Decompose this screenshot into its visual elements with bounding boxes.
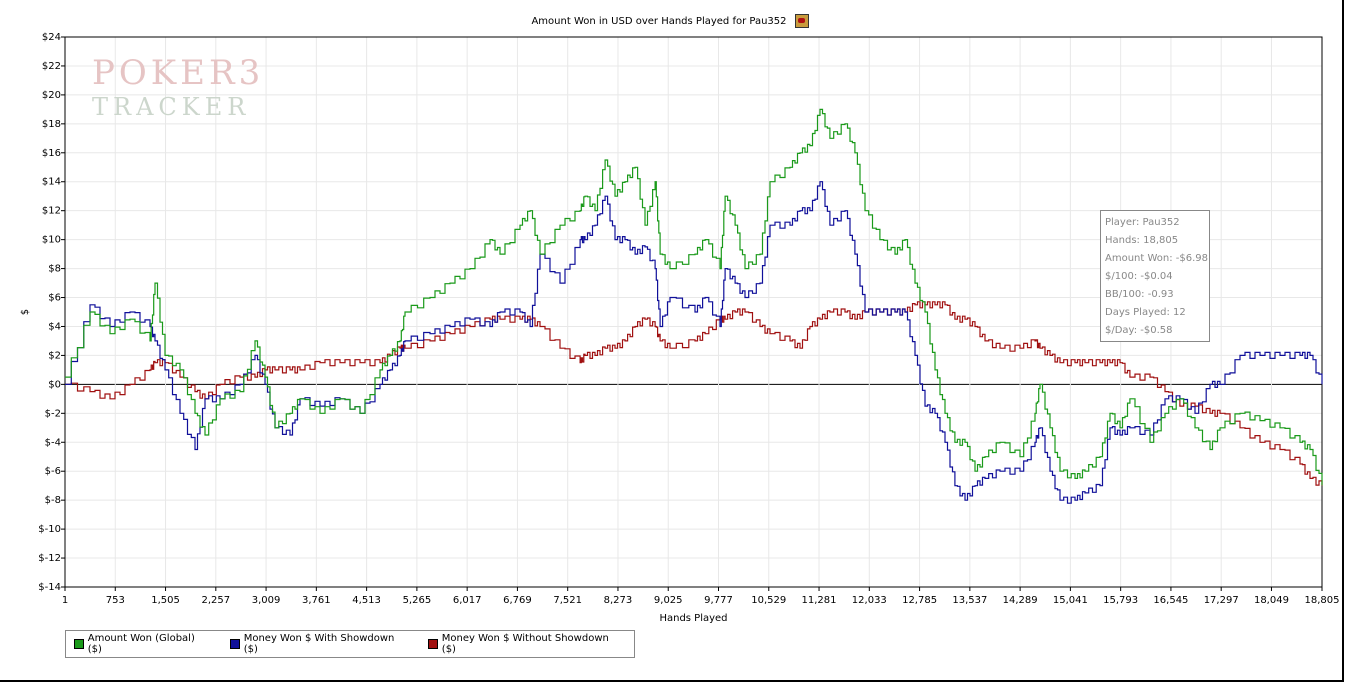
- series-line-1: [65, 181, 1323, 504]
- x-tick-label: 753: [106, 595, 125, 606]
- x-tick-label: 12,785: [902, 595, 937, 606]
- x-tick-label: 2,257: [201, 595, 230, 606]
- x-tick-label: 18,805: [1305, 595, 1340, 606]
- y-tick-label: $0: [48, 379, 61, 390]
- y-tick-label: $12: [42, 206, 61, 217]
- y-tick-label: $-4: [45, 437, 61, 448]
- legend-item-global[interactable]: Amount Won (Global) ($): [74, 633, 208, 655]
- y-axis-label: $: [20, 309, 31, 315]
- x-tick-label: 12,033: [852, 595, 887, 606]
- y-tick-label: $14: [42, 177, 61, 188]
- y-tick-label: $-8: [45, 495, 61, 506]
- x-tick-label: 13,537: [952, 595, 987, 606]
- x-tick-label: 5,265: [403, 595, 432, 606]
- tooltip-hands: Hands: 18,805: [1105, 235, 1179, 246]
- legend-item-non-showdown[interactable]: Money Won $ Without Showdown ($): [428, 633, 620, 655]
- x-tick-label: 15,041: [1053, 595, 1088, 606]
- x-tick-label: 14,289: [1003, 595, 1038, 606]
- y-tick-label: $-10: [38, 524, 61, 535]
- y-tick-label: $10: [42, 235, 61, 246]
- y-tick-label: $-2: [45, 408, 61, 419]
- x-tick-label: 1,505: [151, 595, 180, 606]
- legend-item-showdown[interactable]: Money Won $ With Showdown ($): [229, 633, 406, 655]
- plot-border: [64, 36, 1323, 588]
- x-tick-label: 10,529: [751, 595, 786, 606]
- y-tick-label: $6: [48, 293, 61, 304]
- tooltip-player: Player: Pau352: [1105, 217, 1180, 228]
- x-tick-label: 6,769: [503, 595, 532, 606]
- y-tick-label: $20: [42, 90, 61, 101]
- y-tick-label: $16: [42, 148, 61, 159]
- y-tick-label: $22: [42, 61, 61, 72]
- x-tick-label: 3,761: [302, 595, 331, 606]
- legend-swatch: [74, 639, 84, 649]
- tooltip-per-day: $/Day: -$0.58: [1105, 325, 1173, 336]
- series-line-0: [65, 108, 1323, 486]
- y-tick-label: $18: [42, 119, 61, 130]
- x-tick-label: 6,017: [453, 595, 482, 606]
- series-line-2: [65, 301, 1323, 486]
- y-tick-label: $4: [48, 321, 61, 332]
- x-tick-label: 9,025: [654, 595, 683, 606]
- x-tick-label: 18,049: [1254, 595, 1289, 606]
- x-tick-label: 3,009: [252, 595, 281, 606]
- y-tick-label: $24: [42, 32, 61, 43]
- stats-tooltip: Player: Pau352 Hands: 18,805 Amount Won:…: [1100, 210, 1210, 342]
- x-tick-label: 11,281: [802, 595, 837, 606]
- tooltip-amount-won: Amount Won: -$6.98: [1105, 253, 1209, 264]
- x-tick-label: 4,513: [352, 595, 381, 606]
- x-tick-label: 7,521: [553, 595, 582, 606]
- y-tick-label: $8: [48, 264, 61, 275]
- export-icon[interactable]: [794, 14, 809, 28]
- tooltip-bb-per-100: BB/100: -0.93: [1105, 289, 1174, 300]
- chart-title: Amount Won in USD over Hands Played for …: [0, 14, 1340, 28]
- tooltip-days-played: Days Played: 12: [1105, 307, 1186, 318]
- x-tick-label: 16,545: [1153, 595, 1188, 606]
- tooltip-per-100: $/100: -$0.04: [1105, 271, 1173, 282]
- x-tick-label: 8,273: [604, 595, 633, 606]
- y-tick-label: $-14: [38, 582, 61, 593]
- x-tick-label: 9,777: [704, 595, 733, 606]
- x-axis-label: Hands Played: [659, 613, 727, 624]
- legend-swatch: [428, 639, 438, 649]
- y-tick-label: $-6: [45, 466, 61, 477]
- x-tick-label: 15,793: [1103, 595, 1138, 606]
- x-tick-label: 17,297: [1204, 595, 1239, 606]
- y-tick-label: $2: [48, 350, 61, 361]
- x-tick-label: 1: [62, 595, 68, 606]
- y-tick-label: $-12: [38, 553, 61, 564]
- chart-legend: Amount Won (Global) ($) Money Won $ With…: [65, 630, 635, 658]
- legend-swatch: [229, 639, 240, 649]
